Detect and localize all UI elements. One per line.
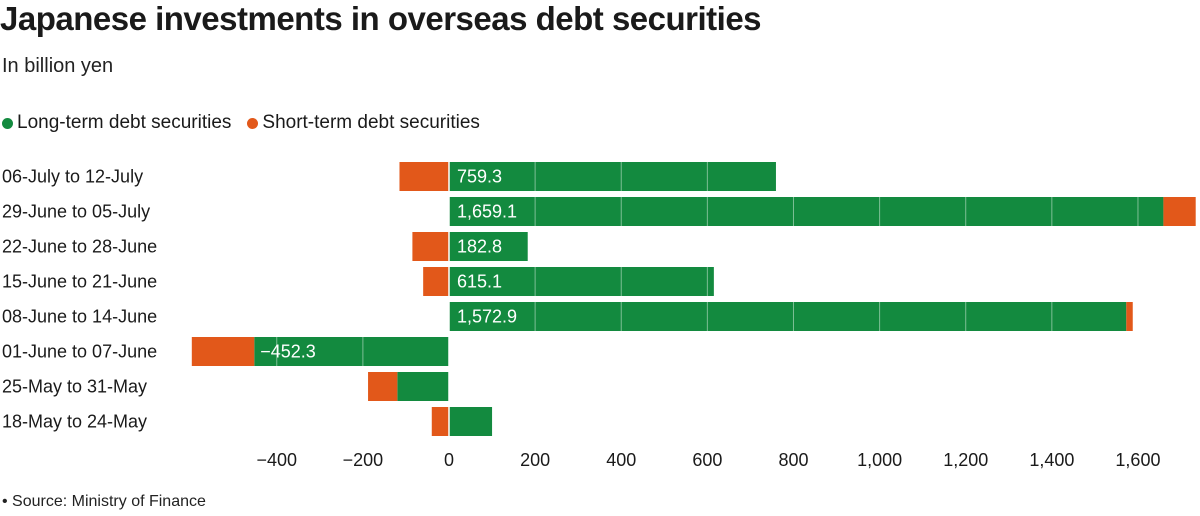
x-tick-label: 600 — [692, 450, 722, 470]
legend: Long-term debt securities Short-term deb… — [2, 112, 496, 134]
category-label: 01-June to 07-June — [2, 342, 157, 362]
legend-item-long-term: Long-term debt securities — [2, 112, 231, 134]
data-label: 182.8 — [457, 237, 502, 257]
bar-short-term — [1163, 197, 1196, 226]
chart-subtitle: In billion yen — [2, 55, 114, 77]
x-tick-label: 0 — [444, 450, 454, 470]
bar-long-term — [449, 162, 776, 191]
data-label: 1,572.9 — [457, 307, 517, 327]
data-label: −452.3 — [260, 342, 316, 362]
legend-swatch-long-term — [2, 117, 13, 129]
bar-long-term — [397, 372, 449, 401]
x-tick-label: −200 — [343, 450, 384, 470]
bar-short-term — [191, 337, 255, 366]
bar-long-term — [449, 407, 493, 436]
source-note: • Source: Ministry of Finance — [2, 493, 206, 510]
bar-long-term — [449, 267, 714, 296]
bar-short-term — [412, 232, 449, 261]
bar-short-term — [368, 372, 398, 401]
x-tick-label: 1,200 — [943, 450, 988, 470]
x-tick-label: −400 — [256, 450, 297, 470]
data-label: 615.1 — [457, 272, 502, 292]
x-tick-label: 1,400 — [1029, 450, 1074, 470]
x-tick-label: 1,600 — [1115, 450, 1160, 470]
bar-short-term — [1126, 302, 1133, 331]
legend-label-long-term: Long-term debt securities — [17, 112, 232, 133]
x-tick-label: 1,000 — [857, 450, 902, 470]
bar-long-term — [449, 197, 1164, 226]
bar-short-term — [423, 267, 449, 296]
legend-item-short-term: Short-term debt securities — [247, 112, 480, 134]
bar-long-term — [449, 232, 528, 261]
category-label: 15-June to 21-June — [2, 272, 157, 292]
chart-title: Japanese investments in overseas debt se… — [0, 0, 762, 37]
legend-swatch-short-term — [247, 117, 259, 129]
data-label: 1,659.1 — [457, 202, 517, 222]
legend-label-short-term: Short-term debt securities — [262, 112, 480, 133]
data-label: 759.3 — [457, 167, 502, 187]
bar-short-term — [399, 162, 449, 191]
category-label: 18-May to 24-May — [2, 412, 147, 432]
category-label: 06-July to 12-July — [2, 167, 143, 187]
category-label: 22-June to 28-June — [2, 237, 157, 257]
bar-short-term — [431, 407, 449, 436]
x-tick-label: 400 — [606, 450, 636, 470]
bar-long-term — [449, 302, 1127, 331]
category-label: 25-May to 31-May — [2, 377, 147, 397]
bar-long-term — [254, 337, 449, 366]
x-tick-label: 800 — [778, 450, 808, 470]
x-tick-label: 200 — [520, 450, 550, 470]
category-label: 29-June to 05-July — [2, 202, 150, 222]
category-label: 08-June to 14-June — [2, 307, 157, 327]
